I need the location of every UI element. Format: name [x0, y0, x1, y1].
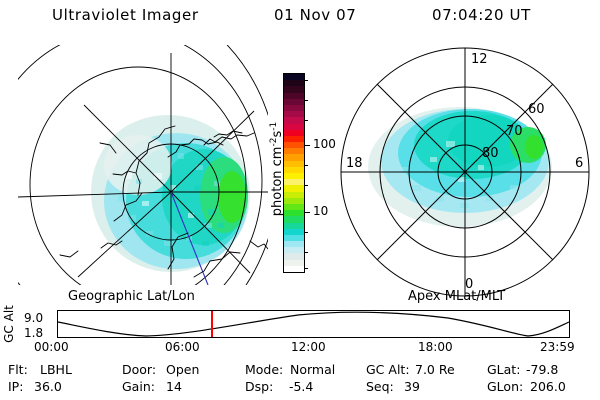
status-row-2: IP: 36.0 Gain: 14 Dsp: -5.4 Seq: 39 GLon…: [0, 379, 600, 398]
colorbar-band-8: [284, 216, 304, 223]
status-ip-value: 36.0: [34, 379, 62, 394]
status-flt-label: Flt:: [8, 362, 28, 377]
status-glon-label: GLon:: [487, 379, 524, 394]
colorbar-band-12: [284, 191, 304, 198]
colorbar-band-13: [284, 185, 304, 192]
colorbar-band-19: [284, 148, 304, 155]
colorbar-band-10: [284, 203, 304, 211]
colorbar-band-22: [284, 129, 304, 136]
colorbar-band-2: [284, 253, 304, 260]
colorbar-band-6: [284, 228, 304, 235]
colorbar-band-26: [284, 104, 304, 112]
orbit-x-tick-1200: 12:00: [291, 340, 326, 354]
terminator-line: [170, 191, 209, 285]
status-flt-value: LBHL: [40, 362, 72, 377]
colorbar-band-14: [284, 179, 304, 186]
mlt-label-6: 6: [575, 156, 583, 171]
colorbar-band-7: [284, 222, 304, 229]
lat-label-60: 60: [528, 102, 545, 117]
status-dsp-label: Dsp:: [245, 379, 274, 394]
mlt-label-18: 18: [346, 156, 363, 171]
colorbar-band-24: [284, 117, 304, 124]
colorbar-band-21: [284, 135, 304, 143]
dial-spokes: [341, 48, 589, 296]
caption-apex: Apex MLat/MLT: [408, 289, 506, 304]
mlt-dial-panel: 12 6 0 18 60 70 80: [338, 45, 590, 297]
orbit-y-axis-label: GC Alt: [2, 305, 16, 343]
observation-date: 01 Nov 07: [274, 6, 357, 24]
lat-label-80: 80: [482, 146, 499, 161]
colorbar-band-28: [284, 92, 304, 99]
status-gain-value: 14: [166, 379, 182, 394]
status-seq-label: Seq:: [366, 379, 394, 394]
colorbar-band-0: [284, 265, 304, 272]
status-ip-label: IP:: [8, 379, 24, 394]
observation-time: 07:04:20 UT: [432, 6, 531, 24]
colorbar-band-3: [284, 247, 304, 254]
status-door-value: Open: [166, 362, 200, 377]
colorbar-label-10: 10: [313, 204, 329, 218]
status-row-1: Flt: LBHL Door: Open Mode: Normal GC Alt…: [0, 362, 600, 381]
status-door-label: Door:: [122, 362, 157, 377]
colorbar-axis-label: photon cm-2s-1: [268, 121, 286, 217]
orbit-x-tick-0600: 06:00: [165, 340, 200, 354]
colorbar-band-29: [284, 86, 304, 93]
colorbar-tick-100: [305, 145, 310, 146]
status-seq-value: 39: [404, 379, 420, 394]
orbit-x-tick-0000: 00:00: [34, 340, 69, 354]
colorbar-band-1: [284, 259, 304, 266]
colorbar-band-9: [284, 210, 304, 217]
colorbar-tick-10: [305, 212, 310, 213]
orbit-altitude-plot[interactable]: [57, 310, 570, 338]
orbit-y-tick-low: 1.8: [24, 326, 44, 340]
colorbar-band-16: [284, 166, 304, 173]
colorbar-band-4: [284, 241, 304, 248]
meridian-grid-left: [18, 53, 268, 285]
caption-geographic: Geographic Lat/Lon: [68, 289, 195, 304]
status-gcalt-value: 7.0 Re: [415, 362, 455, 377]
status-gain-label: Gain:: [122, 379, 155, 394]
colorbar-band-15: [284, 173, 304, 180]
status-glon-value: 206.0: [530, 379, 566, 394]
orbit-y-tick-high: 9.0: [24, 311, 44, 325]
mlt-label-12: 12: [471, 52, 488, 67]
orbit-x-tick-2359: 23:59: [540, 340, 575, 354]
orbit-x-tick-1800: 18:00: [418, 340, 453, 354]
status-glat-label: GLat:: [487, 362, 521, 377]
colorbar-band-27: [284, 98, 304, 105]
instrument-title: Ultraviolet Imager: [52, 6, 199, 24]
status-dsp-value: -5.4: [281, 379, 314, 394]
colorbar-band-23: [284, 123, 304, 130]
status-mode-value: Normal: [290, 362, 336, 377]
colorbar-band-31: [284, 74, 304, 81]
mlt-label-0: 0: [465, 277, 473, 292]
geographic-panel: [18, 45, 268, 285]
status-mode-label: Mode:: [245, 362, 284, 377]
colorbar-band-30: [284, 80, 304, 87]
colorbar-band-11: [284, 197, 304, 204]
colorbar: photon cm-2s-1: [269, 73, 305, 273]
colorbar-band-5: [284, 234, 304, 242]
colorbar-band-20: [284, 142, 304, 149]
status-glat-value: -79.8: [526, 362, 559, 377]
colorbar-band-18: [284, 154, 304, 161]
colorbar-label-100: 100: [313, 137, 336, 151]
status-gcalt-label: GC Alt:: [366, 362, 410, 377]
colorbar-band-25: [284, 111, 304, 118]
orbit-altitude-curve: [57, 311, 570, 337]
orbit-time-cursor: [211, 311, 213, 337]
colorbar-band-17: [284, 160, 304, 167]
status-footer: Flt: LBHL Door: Open Mode: Normal GC Alt…: [0, 362, 600, 398]
lat-label-70: 70: [506, 124, 523, 139]
colorbar-gradient: [283, 73, 305, 273]
coastline-overlay: [59, 125, 268, 278]
